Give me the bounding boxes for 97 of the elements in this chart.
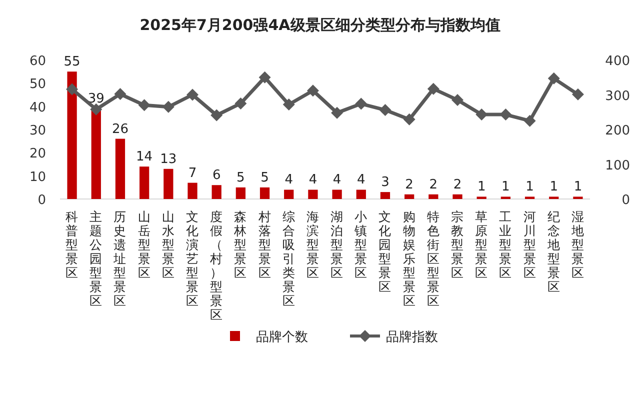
y2-tick-label: 0: [622, 193, 630, 208]
point: [138, 99, 150, 112]
y-tick-label: 60: [29, 54, 46, 69]
x-tick-label: 村落型景区: [257, 209, 272, 280]
point: [186, 88, 198, 101]
x-tick-label: 历史遗址型景区: [112, 209, 127, 308]
y2-tick-label: 200: [605, 124, 630, 138]
data-label: 14: [136, 150, 153, 165]
point: [331, 106, 344, 119]
bar: [236, 187, 246, 199]
data-label: 4: [356, 172, 366, 188]
data-label: 4: [332, 172, 342, 188]
x-tick-label: 湖泊型景区: [330, 209, 344, 280]
data-label: 2: [453, 177, 462, 192]
point: [524, 114, 536, 127]
bar: [380, 192, 390, 199]
x-tick-label: 购物娱乐型景区: [402, 209, 416, 308]
data-label: 1: [550, 180, 558, 195]
y-tick-label: 0: [38, 193, 46, 208]
bar: [332, 190, 342, 199]
data-label: 1: [477, 180, 486, 195]
y-tick-label: 30: [29, 124, 46, 138]
bar: [284, 190, 294, 199]
point: [234, 97, 247, 110]
x-tick-label: 宗教型景区: [451, 209, 464, 280]
point: [500, 108, 512, 121]
point: [427, 82, 440, 95]
x-tick-label: 森林型景区: [233, 209, 248, 280]
bar: [260, 187, 270, 199]
x-tick-label: 综合吸引类景区: [282, 209, 296, 308]
x-tick-label: 科普型景区: [66, 209, 79, 280]
bar: [115, 138, 126, 199]
data-label: 5: [260, 170, 269, 186]
point: [258, 71, 271, 84]
bar: [140, 166, 150, 199]
legend-label: 品牌个数: [256, 330, 308, 345]
data-label: 26: [112, 122, 128, 137]
data-label: 4: [284, 172, 294, 188]
chart-title: 2025年7月200强4A级景区细分类型分布与指数均值: [140, 16, 500, 34]
bar: [67, 72, 77, 199]
x-tick-label: 湿地型景区: [570, 209, 584, 280]
data-label: 4: [308, 172, 318, 188]
bar: [164, 168, 174, 199]
data-label: 6: [212, 168, 221, 184]
y-tick-label: 10: [29, 170, 46, 185]
point: [355, 98, 368, 110]
point: [452, 94, 464, 106]
bar: [212, 185, 222, 199]
x-tick-label: 特色街区型景区: [426, 209, 440, 308]
y2-tick-label: 400: [605, 54, 630, 69]
data-label: 7: [188, 166, 197, 181]
x-tick-label: 工业型景区: [499, 209, 512, 280]
point: [403, 113, 416, 126]
data-label: 2: [405, 177, 414, 192]
data-label: 1: [502, 180, 510, 195]
x-tick-label: 山岳型景区: [138, 209, 151, 280]
data-label: 1: [574, 180, 582, 195]
point: [572, 88, 584, 100]
bar: [356, 190, 366, 199]
y-tick-label: 50: [29, 77, 46, 92]
point: [210, 109, 223, 122]
data-label: 13: [160, 152, 177, 167]
bar: [91, 108, 101, 199]
bar: [428, 194, 438, 199]
bar: [188, 182, 198, 199]
data-label: 39: [88, 92, 104, 107]
point: [379, 104, 392, 116]
y-tick-label: 40: [29, 100, 46, 116]
x-tick-label: 文化演艺型景区: [186, 209, 199, 308]
x-tick-label: 纪念地型景区: [546, 209, 560, 294]
y2-tick-label: 100: [605, 158, 630, 174]
bar: [404, 194, 414, 199]
point: [548, 72, 560, 84]
x-tick-label: 文化园型景区: [378, 209, 392, 294]
legend-label: 品牌指数: [386, 330, 438, 345]
x-tick-label: 海滨型景区: [306, 209, 320, 280]
bar: [452, 194, 462, 199]
y2-tick-label: 300: [605, 88, 630, 104]
x-tick-label: 山水型景区: [162, 209, 175, 280]
point: [90, 103, 102, 116]
point: [282, 98, 295, 110]
data-label: 1: [526, 180, 534, 195]
data-label: 55: [64, 54, 80, 70]
point: [162, 100, 174, 113]
x-tick-label: 河川型景区: [523, 209, 536, 280]
y-tick-label: 20: [29, 146, 46, 162]
point: [306, 84, 319, 97]
x-tick-label: 主题公园型景区: [90, 209, 103, 308]
bar: [308, 190, 318, 199]
point: [114, 88, 126, 100]
data-label: 2: [429, 177, 438, 192]
x-tick-label: 草原型景区: [475, 209, 488, 280]
x-tick-label: 度假（村）型景区: [209, 209, 224, 322]
x-tick-label: 小镇型景区: [354, 209, 368, 280]
data-label: 3: [381, 175, 390, 190]
point: [66, 83, 78, 96]
data-label: 5: [236, 170, 245, 186]
